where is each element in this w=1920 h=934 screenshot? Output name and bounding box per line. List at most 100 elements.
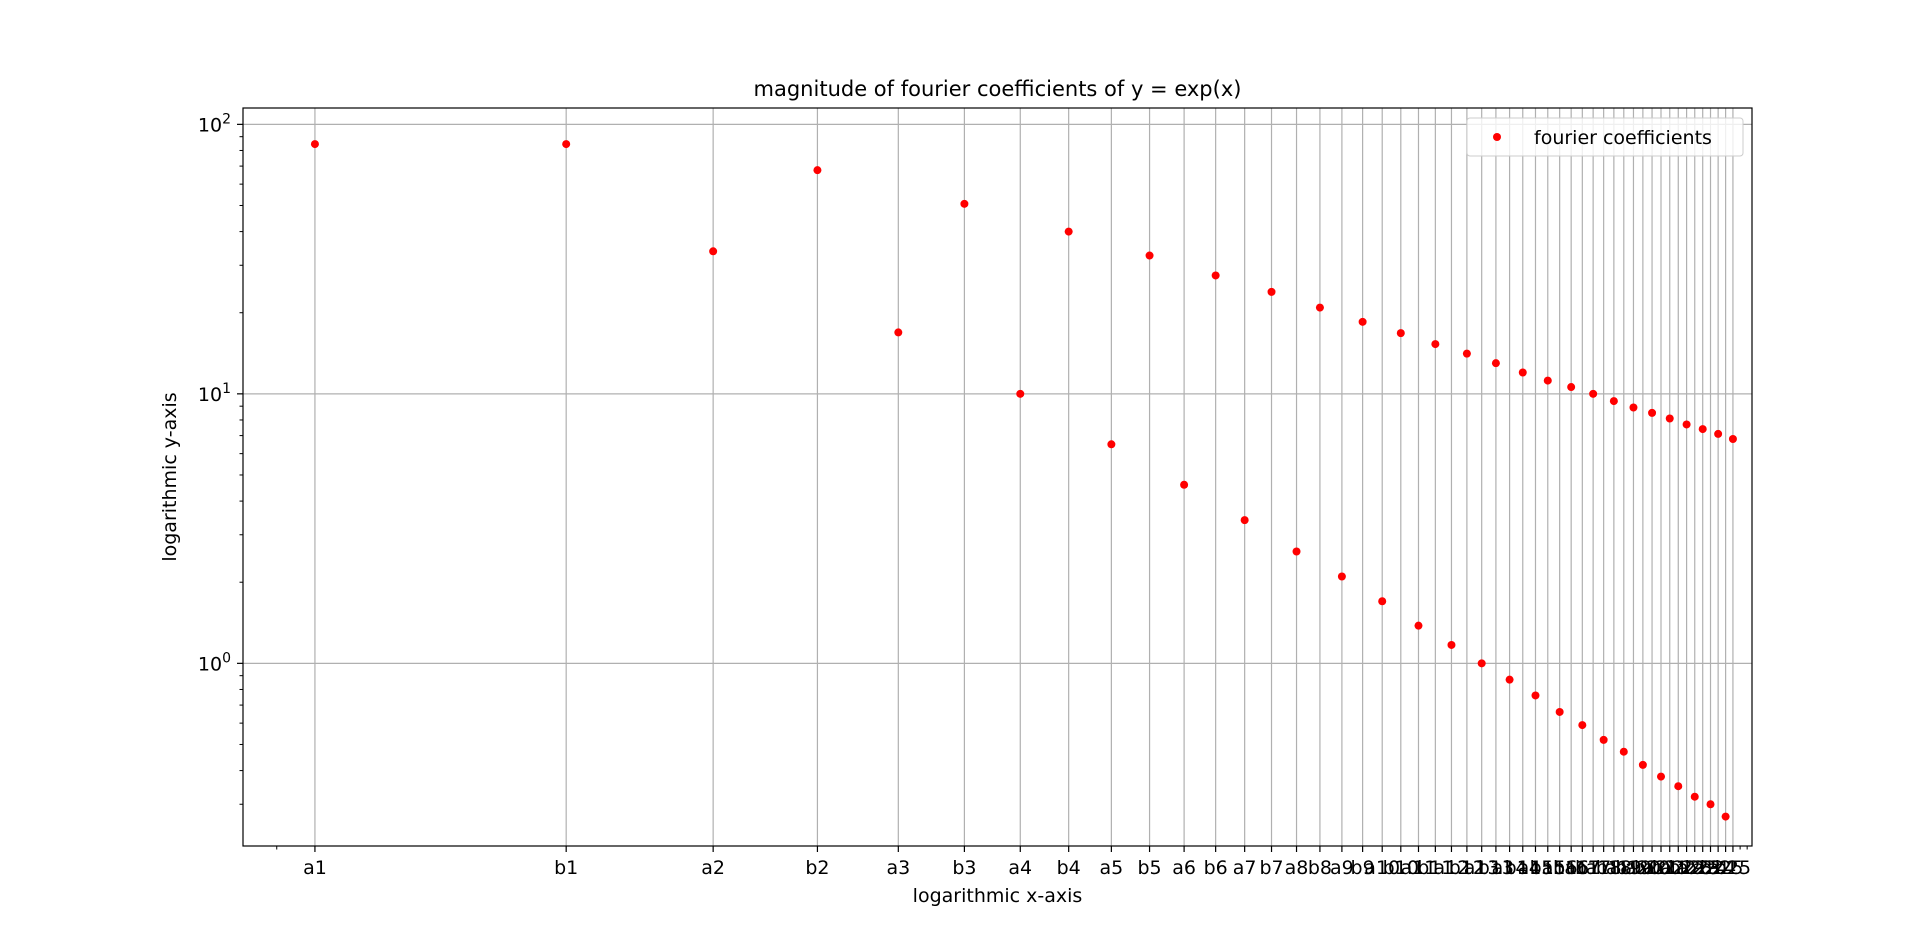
data-point (1578, 721, 1587, 730)
data-point (1555, 707, 1564, 716)
x-tick-label: a12 (1434, 857, 1470, 879)
data-point (1665, 414, 1674, 423)
y-tick-label: 102 (198, 111, 231, 136)
data-point (1648, 408, 1657, 417)
data-point (1378, 597, 1387, 606)
legend-box (1466, 117, 1744, 157)
data-point (1064, 227, 1073, 236)
x-tick-label: b25 (1715, 857, 1751, 879)
data-points (310, 140, 1737, 821)
data-point (562, 140, 571, 149)
data-point (1107, 440, 1116, 449)
axes-frame (242, 107, 1753, 847)
x-tick-label: b19 (1615, 857, 1651, 879)
data-point (1629, 403, 1638, 412)
data-point (1657, 772, 1666, 781)
x-tick-label: b12 (1449, 857, 1485, 879)
data-point (1337, 572, 1346, 581)
x-tick-label: a8 (1285, 857, 1309, 879)
data-point (1706, 800, 1715, 809)
x-tick-label: b23 (1685, 857, 1721, 879)
x-tick-label: a1 (303, 857, 327, 879)
data-point (1358, 317, 1367, 326)
x-tick-label: a25 (1708, 857, 1744, 879)
x-tick-label: b18 (1596, 857, 1632, 879)
data-point (813, 166, 822, 175)
data-point (1145, 251, 1154, 260)
data-point (1531, 691, 1540, 700)
x-tick-label: b15 (1530, 857, 1566, 879)
x-tick-label: b16 (1553, 857, 1589, 879)
data-point (1690, 792, 1699, 801)
x-tick-label: a2 (701, 857, 725, 879)
data-point (1567, 383, 1576, 392)
data-point (1599, 735, 1608, 744)
x-axis-label: logarithmic x-axis (913, 885, 1083, 907)
data-point (1315, 303, 1324, 312)
legend: fourier coefficients (1466, 117, 1744, 157)
x-tick-label: b10 (1383, 857, 1419, 879)
data-point (1240, 516, 1249, 525)
x-tick-label: a11 (1401, 857, 1437, 879)
legend-marker-icon (1493, 133, 1501, 141)
data-point (1477, 659, 1486, 668)
data-point (1292, 547, 1301, 556)
data-point (1682, 420, 1691, 429)
x-tick-label: b17 (1575, 857, 1611, 879)
x-tick-label: a13 (1464, 857, 1500, 879)
x-tick-label: a23 (1677, 857, 1713, 879)
data-point (310, 140, 319, 149)
chart-title: magnitude of fourier coefficients of y =… (754, 77, 1242, 101)
x-tick-label: b20 (1634, 857, 1670, 879)
data-point (1447, 640, 1456, 649)
data-point (1505, 675, 1514, 684)
x-tick-label: a22 (1660, 857, 1696, 879)
x-tick-label: b11 (1417, 857, 1453, 879)
data-point (1396, 329, 1405, 338)
data-point (1714, 429, 1723, 438)
x-tick-label: b21 (1652, 857, 1688, 879)
x-tick-label: a19 (1606, 857, 1642, 879)
data-point (1414, 621, 1423, 630)
data-point (1674, 782, 1683, 791)
x-tick-label: b13 (1478, 857, 1514, 879)
y-tick-label: 100 (198, 650, 231, 675)
data-point (1267, 287, 1276, 296)
x-tick-label: a7 (1233, 857, 1257, 879)
x-tick-label: b3 (952, 857, 976, 879)
x-tick-label: a5 (1100, 857, 1124, 879)
x-tick-label: b6 (1204, 857, 1228, 879)
x-tick-label: a18 (1586, 857, 1622, 879)
data-point (1728, 434, 1737, 443)
x-tick-label: a15 (1518, 857, 1554, 879)
x-tick-label: b2 (805, 857, 829, 879)
x-tick-label: b5 (1137, 857, 1161, 879)
data-point (709, 247, 718, 256)
data-point (1016, 389, 1025, 398)
x-tick-label: a21 (1643, 857, 1679, 879)
data-point (1180, 480, 1189, 489)
data-point (1619, 747, 1628, 756)
data-point (1698, 425, 1707, 434)
x-tick-label: a4 (1008, 857, 1032, 879)
data-point (894, 328, 903, 337)
x-tick-label: a14 (1492, 857, 1528, 879)
x-tick-label: b14 (1505, 857, 1541, 879)
data-point (960, 199, 969, 208)
x-tick-label: b22 (1668, 857, 1704, 879)
x-tick-label: a3 (886, 857, 910, 879)
x-tick-label: a16 (1542, 857, 1578, 879)
x-tick-label: a6 (1172, 857, 1196, 879)
x-tick-label: a20 (1625, 857, 1661, 879)
x-tick-label: b7 (1259, 857, 1283, 879)
x-tick-label: a17 (1564, 857, 1600, 879)
legend-label: fourier coefficients (1534, 127, 1712, 149)
x-tick-label: a24 (1693, 857, 1729, 879)
x-tick-label: b24 (1700, 857, 1736, 879)
data-point (1462, 349, 1471, 358)
data-point (1589, 389, 1598, 398)
y-axis-label: logarithmic y-axis (159, 392, 181, 561)
data-point (1721, 812, 1730, 821)
